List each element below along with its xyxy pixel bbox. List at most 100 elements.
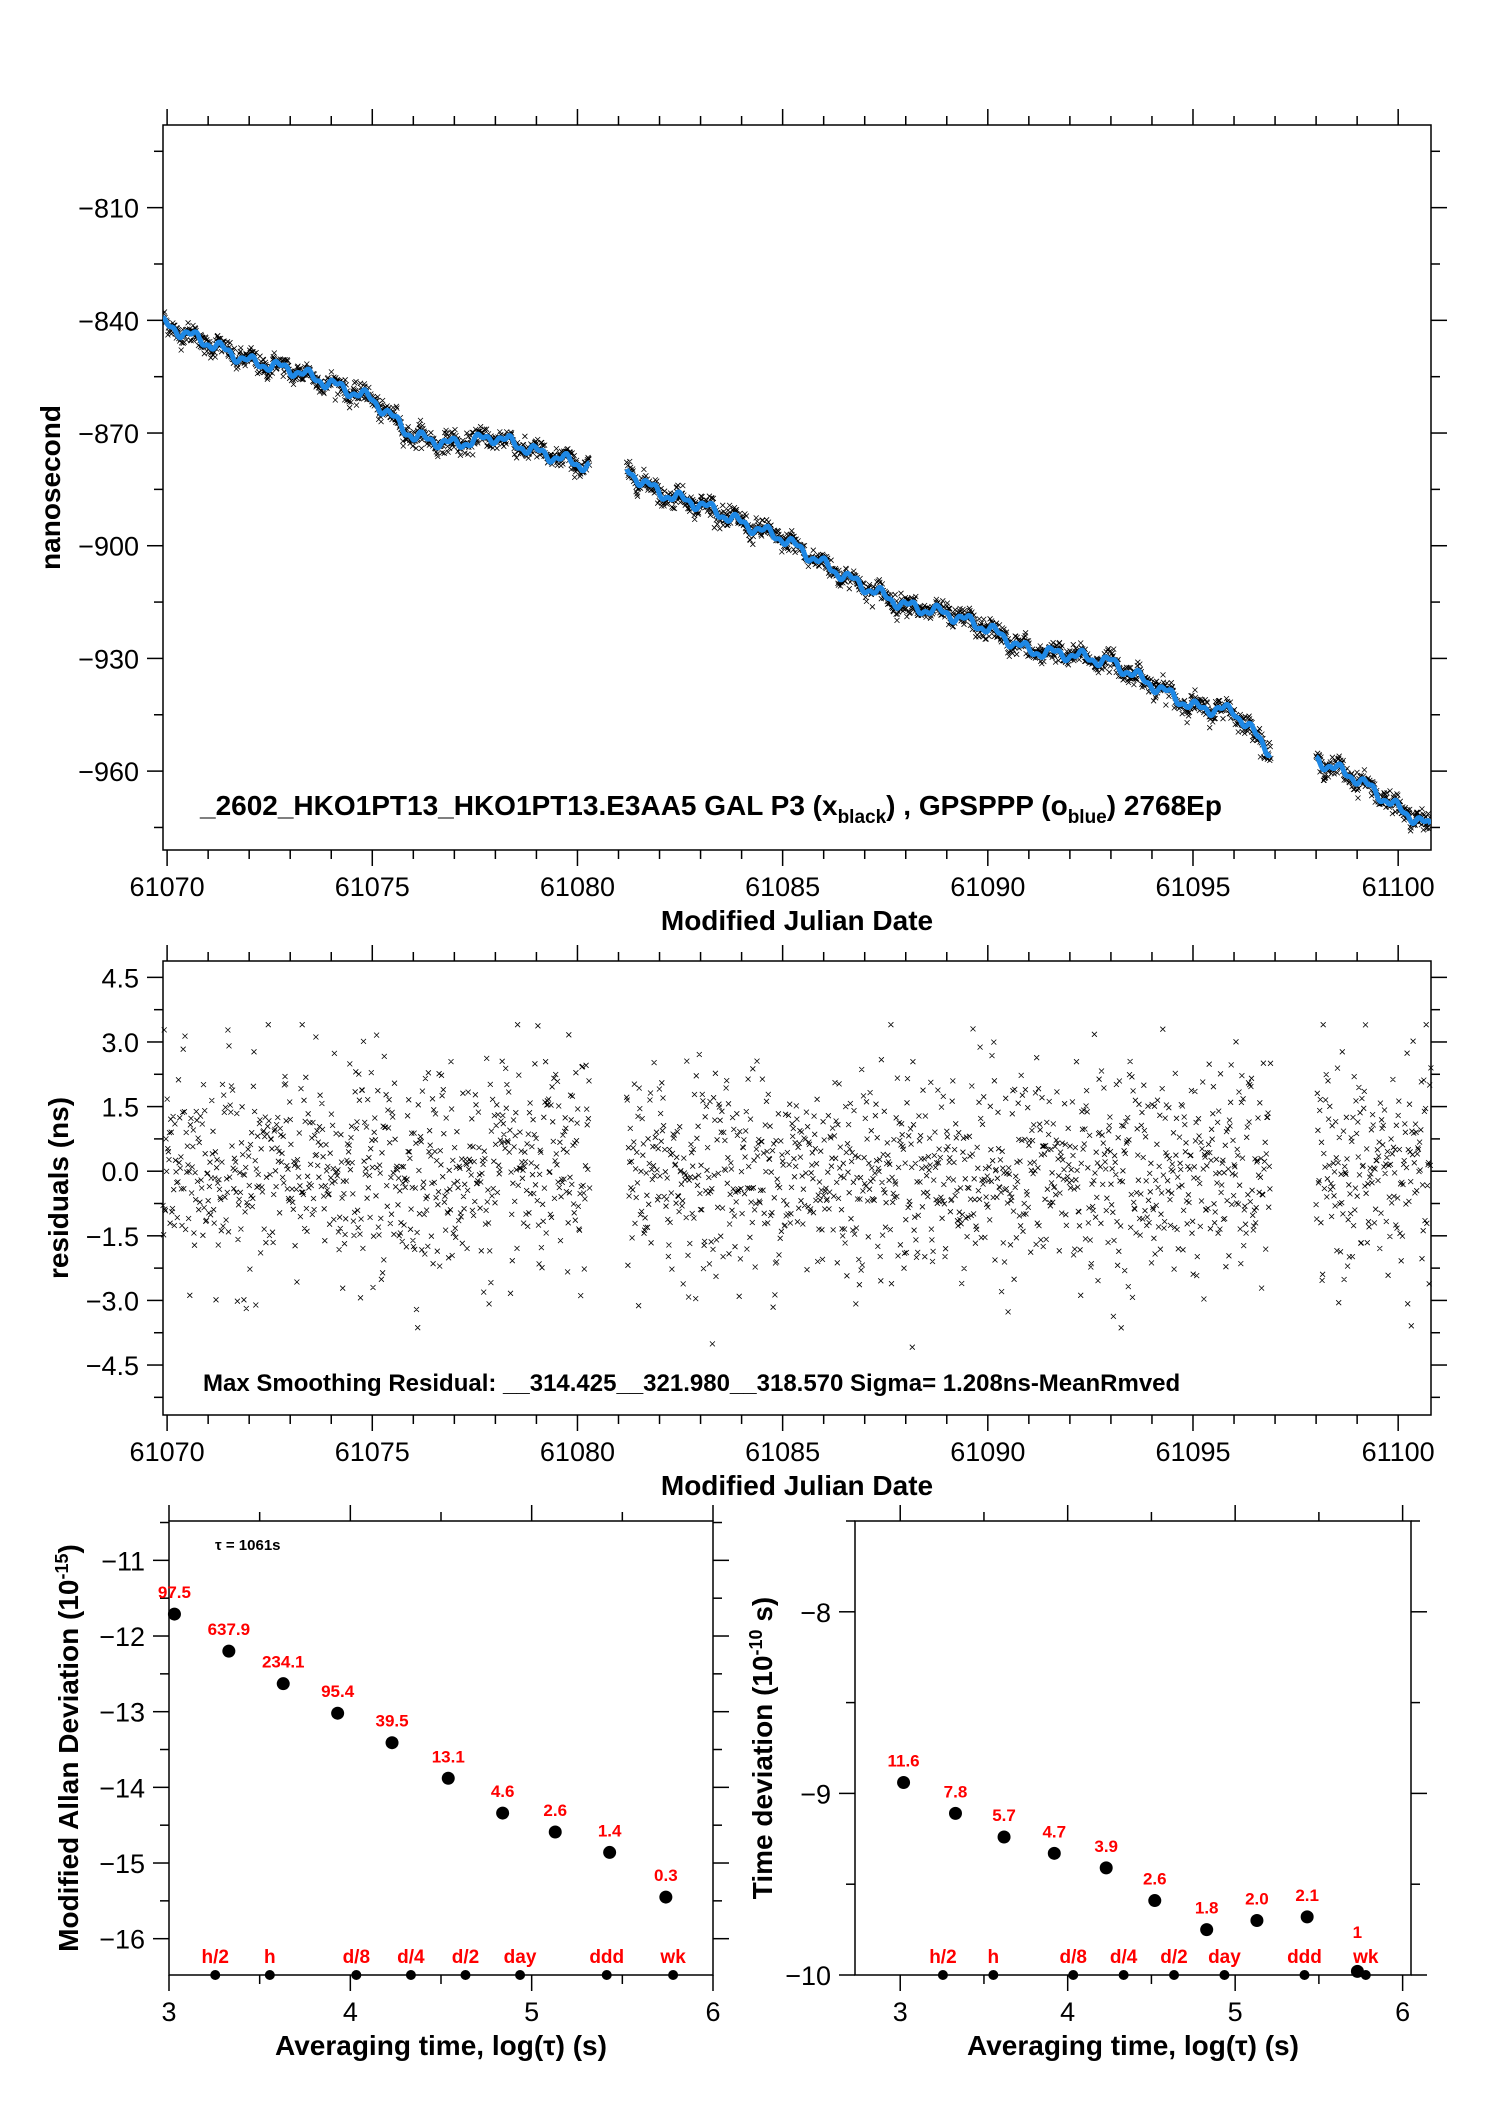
y-axis-label-text: residuals (ns) xyxy=(43,1097,74,1279)
plot-frame xyxy=(162,124,1432,851)
deviation-point xyxy=(167,1607,181,1621)
deviation-point xyxy=(997,1830,1011,1844)
deviation-point xyxy=(496,1806,510,1820)
y-tick-label: −15 xyxy=(99,1849,145,1879)
tau-marker-label: day xyxy=(1208,1947,1241,1968)
x-tick-label: 4 xyxy=(343,1997,358,2027)
series-gal-p3 xyxy=(163,309,1431,834)
tau-marker-label: d/4 xyxy=(1110,1947,1138,1968)
x-tick-label: 61070 xyxy=(130,1437,205,1467)
deviation-point xyxy=(948,1806,962,1820)
tau-marker xyxy=(1299,1970,1310,1980)
residual-marks xyxy=(160,1021,1434,1350)
x-tick-label: 6 xyxy=(705,1997,720,2027)
tau-marker-label: h/2 xyxy=(202,1947,229,1968)
y-tick-label: −12 xyxy=(99,1622,145,1652)
x-tick-label: 5 xyxy=(1228,1997,1243,2027)
tau-marker xyxy=(937,1970,948,1980)
point-label: 5.7 xyxy=(992,1806,1016,1825)
tau-marker xyxy=(1068,1970,1079,1980)
tau-marker xyxy=(264,1970,275,1980)
y-axis-label: residuals (ns) xyxy=(43,1097,74,1279)
tau-marker xyxy=(988,1970,999,1980)
x-tick-label: 61085 xyxy=(745,1437,820,1467)
tau-marker-label: ddd xyxy=(1287,1947,1322,1968)
x-tick-label: 3 xyxy=(893,1997,908,2027)
y-tick-label: −900 xyxy=(78,532,139,562)
gal-p3-points xyxy=(623,458,1274,764)
x-tick-label: 61075 xyxy=(335,872,410,902)
x-tick-label: 4 xyxy=(1060,1997,1075,2027)
x-axis-label: Averaging time, log(τ) (s) xyxy=(967,2030,1299,2061)
chart-1: 61070 61075 61080 61085 61090 61095 61100 4.5 3.… xyxy=(43,945,1447,1501)
deviation-point xyxy=(659,1890,673,1904)
x-tick-label: 61095 xyxy=(1155,1437,1230,1467)
x-tick-label: 61090 xyxy=(950,1437,1025,1467)
tau-marker xyxy=(601,1970,612,1980)
y-axis-label-text: Time deviation (10 xyxy=(747,1655,778,1899)
point-label: 11.6 xyxy=(887,1752,919,1771)
y-axis-label-sup: -10 xyxy=(746,1629,766,1655)
gpsppp-points xyxy=(163,315,592,474)
deviation-point xyxy=(276,1677,290,1691)
tau-marker xyxy=(668,1970,679,1980)
y-axis-label-end: s) xyxy=(747,1597,778,1630)
y-tick-label: −9 xyxy=(800,1779,831,1809)
point-label: 3.9 xyxy=(1094,1837,1118,1856)
gpsppp-points xyxy=(624,467,1273,759)
deviation-point xyxy=(331,1706,345,1720)
tau-marker xyxy=(1219,1970,1230,1980)
tau-marker xyxy=(351,1970,362,1980)
y-tick-label: 3.0 xyxy=(101,1028,139,1058)
point-label: 2.0 xyxy=(1245,1890,1269,1909)
y-tick-label: −1.5 xyxy=(86,1222,139,1252)
deviation-point xyxy=(1200,1923,1214,1937)
point-label: 0.3 xyxy=(654,1866,678,1885)
point-label: 97.5 xyxy=(158,1583,191,1602)
plot-annotation: _2602_HKO1PT13_HKO1PT13.E3AA5 GAL P3 (xb… xyxy=(199,790,1222,828)
tau-marker-label: ddd xyxy=(589,1947,624,1968)
point-label: 39.5 xyxy=(375,1712,408,1731)
tau-marker xyxy=(515,1970,526,1980)
x-tick-label: 61075 xyxy=(335,1437,410,1467)
y-tick-label: −16 xyxy=(99,1925,145,1955)
y-tick-label: 4.5 xyxy=(101,963,139,993)
y-tick-label: −960 xyxy=(78,757,139,787)
series-gpsppp xyxy=(163,315,1431,826)
residual-annotation: Max Smoothing Residual: __314.425__321.9… xyxy=(203,1370,1180,1397)
y-axis-label-text: Modified Allan Deviation (10 xyxy=(53,1580,84,1952)
tau-marker-label: d/8 xyxy=(1059,1947,1086,1968)
deviation-point xyxy=(1099,1861,1113,1875)
residual-points xyxy=(160,1021,1434,1350)
tau-marker-label: d/2 xyxy=(1160,1947,1187,1968)
point-label: 13.1 xyxy=(432,1747,465,1766)
deviation-point xyxy=(548,1825,562,1839)
x-tick-label: 61100 xyxy=(1362,872,1435,902)
y-axis-label-text: nanosecond xyxy=(35,405,66,570)
x-tick-label: 61070 xyxy=(130,872,205,902)
y-tick-label: −870 xyxy=(78,419,139,449)
y-axis-label: Modified Allan Deviation (10-15) xyxy=(52,1544,84,1952)
point-label: 2.6 xyxy=(1143,1870,1167,1889)
point-label: 234.1 xyxy=(262,1653,305,1672)
tau-marker-label: d/8 xyxy=(343,1947,370,1968)
chart-0: 61070 61075 61080 61085 61090 61095 61100 −810 −… xyxy=(35,109,1447,936)
point-label: 2.1 xyxy=(1295,1886,1319,1905)
tau-annotation: τ = 1061s xyxy=(215,1537,281,1554)
x-tick-label: 5 xyxy=(524,1997,539,2027)
tau-marker-label: d/2 xyxy=(452,1947,479,1968)
deviation-point xyxy=(603,1845,617,1859)
tau-marker-label: h xyxy=(264,1947,276,1968)
point-label: 1.4 xyxy=(598,1821,622,1840)
point-label: 95.4 xyxy=(321,1682,355,1701)
y-tick-label: −4.5 xyxy=(86,1351,139,1381)
tau-marker-label: d/4 xyxy=(397,1947,425,1968)
y-tick-label: −14 xyxy=(99,1773,145,1803)
x-axis-label: Modified Julian Date xyxy=(661,905,933,936)
deviation-point xyxy=(385,1736,399,1750)
y-axis-label: Time deviation (10-10 s) xyxy=(746,1597,778,1900)
y-tick-label: −3.0 xyxy=(86,1286,139,1316)
tau-marker xyxy=(405,1970,416,1980)
tau-marker-label: wk xyxy=(1352,1947,1379,1968)
